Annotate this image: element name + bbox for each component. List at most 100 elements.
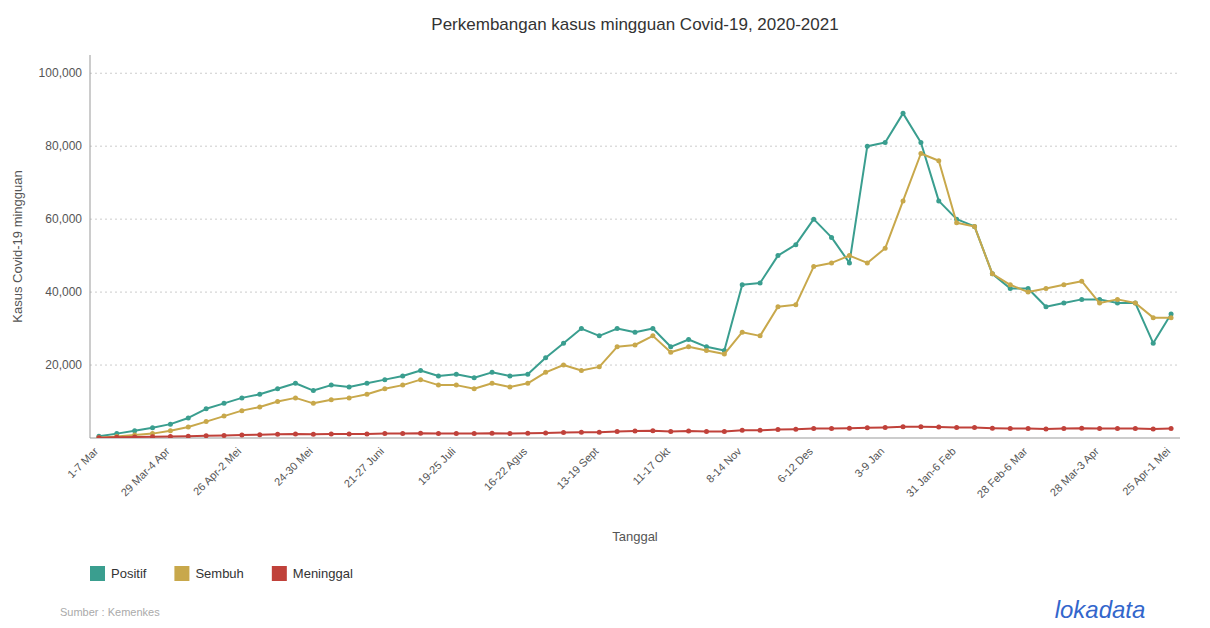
logo: lokadata [1055, 596, 1146, 623]
marker [740, 428, 745, 433]
marker [525, 372, 530, 377]
marker [668, 344, 673, 349]
marker [615, 344, 620, 349]
marker [418, 377, 423, 382]
marker [811, 217, 816, 222]
marker [293, 381, 298, 386]
marker [364, 381, 369, 386]
marker [597, 364, 602, 369]
line [99, 427, 1171, 438]
x-tick-label: 16-22 Agus [481, 445, 529, 493]
marker [1079, 279, 1084, 284]
legend-swatch [90, 566, 105, 581]
title: Perkembangan kasus mingguan Covid-19, 20… [431, 15, 838, 34]
source: Sumber : Kemenkes [60, 606, 160, 618]
x-tick-label: 29 Mar-4 Apr [118, 445, 172, 499]
marker [990, 271, 995, 276]
series [96, 424, 1173, 438]
legend-label: Sembuh [195, 566, 243, 581]
legend-label: Meninggal [293, 566, 353, 581]
marker [936, 425, 941, 430]
marker [1061, 426, 1066, 431]
marker [1169, 315, 1174, 320]
marker [883, 246, 888, 251]
marker [901, 111, 906, 116]
marker [400, 431, 405, 436]
marker [311, 401, 316, 406]
marker [650, 326, 655, 331]
y-tick-label: 80,000 [45, 139, 82, 153]
marker [1151, 426, 1156, 431]
marker [186, 434, 191, 438]
marker [436, 383, 441, 388]
marker [222, 433, 227, 438]
marker [347, 395, 352, 400]
marker [1097, 301, 1102, 306]
x-tick-label: 1-7 Mar [65, 445, 101, 481]
y-tick-label: 20,000 [45, 358, 82, 372]
marker [1061, 282, 1066, 287]
marker [1008, 426, 1013, 431]
marker [561, 430, 566, 435]
marker [96, 435, 101, 438]
marker [865, 425, 870, 430]
marker [114, 435, 119, 438]
marker [668, 429, 673, 434]
marker [490, 370, 495, 375]
marker [382, 431, 387, 436]
marker [668, 350, 673, 355]
marker [901, 198, 906, 203]
series [96, 111, 1173, 438]
x-tick-label: 26 Apr-2 Mei [191, 445, 244, 498]
marker [1061, 301, 1066, 306]
marker [400, 373, 405, 378]
y-tick-label: 100,000 [39, 66, 83, 80]
marker [1133, 426, 1138, 431]
marker [543, 370, 548, 375]
grid-line [90, 73, 1180, 74]
marker [418, 431, 423, 436]
x-tick-label: 28 Mar-3 Apr [1048, 445, 1102, 499]
marker [257, 404, 262, 409]
marker [847, 426, 852, 431]
marker [257, 392, 262, 397]
marker [1169, 426, 1174, 431]
marker [561, 363, 566, 368]
marker [1079, 426, 1084, 431]
marker [436, 431, 441, 436]
legend-swatch [272, 566, 287, 581]
y-tick-label: 40,000 [45, 285, 82, 299]
marker [740, 282, 745, 287]
background [0, 0, 1210, 628]
marker [507, 373, 512, 378]
marker [829, 260, 834, 265]
marker [186, 425, 191, 430]
marker [1133, 301, 1138, 306]
marker [579, 368, 584, 373]
marker [454, 383, 459, 388]
marker [775, 427, 780, 432]
x-tick-label: 8-14 Nov [704, 445, 744, 485]
marker [186, 415, 191, 420]
marker [793, 242, 798, 247]
marker [382, 386, 387, 391]
grid-line [90, 219, 1180, 220]
x-axis-line [90, 438, 1180, 439]
marker [936, 198, 941, 203]
marker [561, 341, 566, 346]
marker [1026, 426, 1031, 431]
marker [382, 377, 387, 382]
marker [454, 372, 459, 377]
marker [597, 333, 602, 338]
marker [490, 381, 495, 386]
marker [1115, 426, 1120, 431]
marker [329, 431, 334, 436]
marker [1151, 315, 1156, 320]
marker [222, 401, 227, 406]
legend-label: Positif [111, 566, 147, 581]
marker [132, 428, 137, 433]
marker [364, 392, 369, 397]
series [96, 151, 1173, 438]
x-ticks: 1-7 Mar29 Mar-4 Apr26 Apr-2 Mei24-30 Mei… [65, 445, 1172, 501]
marker [1026, 290, 1031, 295]
